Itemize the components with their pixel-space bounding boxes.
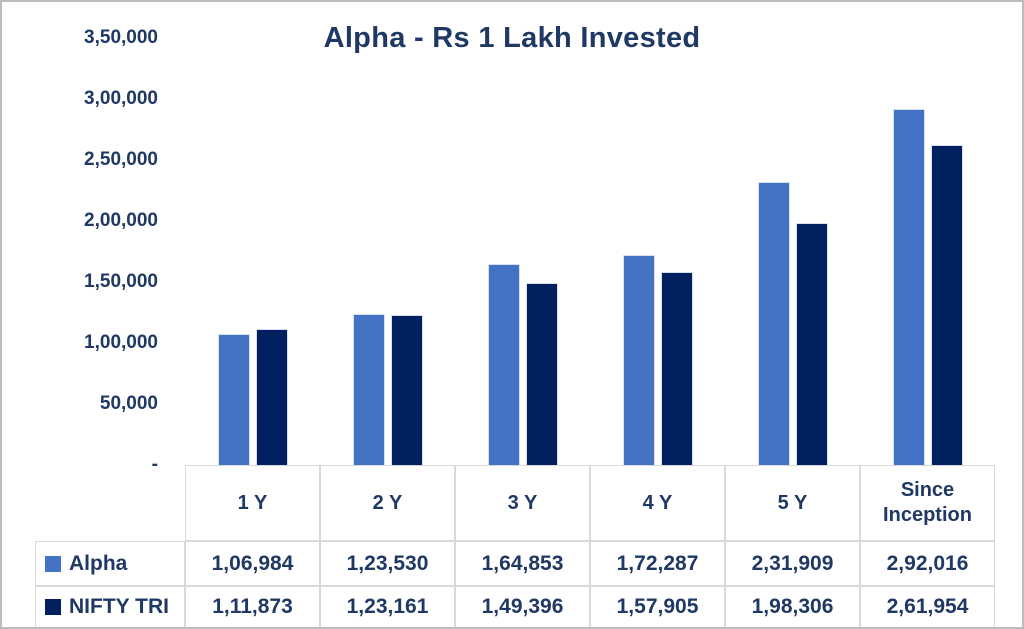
table-cell-alpha-4y: 1,72,287 bbox=[590, 541, 725, 586]
table-header-cell-sinceinception: Since Inception bbox=[860, 465, 995, 541]
table-header-cell-1y: 1 Y bbox=[185, 465, 320, 541]
table-cell-niftytri-4y: 1,57,905 bbox=[590, 586, 725, 627]
table-cell-niftytri-1y: 1,11,873 bbox=[185, 586, 320, 627]
bar-niftytri-sinceinception bbox=[930, 145, 963, 465]
legend-item-alpha: Alpha bbox=[35, 541, 185, 586]
bar-niftytri-3y bbox=[525, 283, 558, 465]
y-axis-tick-label: 50,000 bbox=[99, 393, 158, 414]
y-axis-tick-label: - bbox=[151, 454, 158, 475]
table-cell-alpha-3y: 1,64,853 bbox=[455, 541, 590, 586]
series-swatch-niftytri bbox=[45, 599, 61, 615]
table-header-cell-5y: 5 Y bbox=[725, 465, 860, 541]
y-axis-tick-label: 3,00,000 bbox=[84, 88, 158, 109]
bar-niftytri-1y bbox=[255, 329, 288, 465]
legend-item-niftytri: NIFTY TRI bbox=[35, 586, 185, 627]
plot-area bbox=[185, 38, 995, 465]
series-swatch-alpha bbox=[45, 555, 61, 572]
bar-niftytri-4y bbox=[660, 272, 693, 465]
chart-title: Alpha - Rs 1 Lakh Invested bbox=[323, 22, 701, 54]
table-cell-alpha-2y: 1,23,530 bbox=[320, 541, 455, 586]
series-name: NIFTY TRI bbox=[69, 595, 169, 618]
series-name: Alpha bbox=[69, 551, 128, 575]
bar-alpha-4y bbox=[622, 255, 655, 465]
y-axis: 3,50,000 3,00,000 2,50,000 2,00,000 1,50,000… bbox=[2, 2, 160, 627]
bar-alpha-5y bbox=[757, 182, 790, 465]
table-cell-niftytri-5y: 1,98,306 bbox=[725, 586, 860, 627]
table-corner-spacer bbox=[35, 465, 185, 541]
table-cell-niftytri-sinceinception: 2,61,954 bbox=[860, 586, 995, 627]
bar-alpha-3y bbox=[487, 264, 520, 465]
bar-niftytri-2y bbox=[390, 315, 423, 465]
bar-alpha-2y bbox=[352, 314, 385, 465]
y-axis-tick-label: 2,00,000 bbox=[84, 210, 158, 231]
y-axis-tick-label: 1,50,000 bbox=[84, 271, 158, 292]
y-axis-tick-label: 3,50,000 bbox=[84, 27, 158, 48]
bar-niftytri-5y bbox=[795, 223, 828, 465]
table-cell-niftytri-2y: 1,23,161 bbox=[320, 586, 455, 627]
table-cell-alpha-sinceinception: 2,92,016 bbox=[860, 541, 995, 586]
y-axis-tick-label: 2,50,000 bbox=[84, 149, 158, 170]
table-header-cell-4y: 4 Y bbox=[590, 465, 725, 541]
y-axis-tick-label: 1,00,000 bbox=[84, 332, 158, 353]
bar-alpha-sinceinception bbox=[892, 109, 925, 465]
table-cell-alpha-5y: 2,31,909 bbox=[725, 541, 860, 586]
table-cell-alpha-1y: 1,06,984 bbox=[185, 541, 320, 586]
table-header-cell-2y: 2 Y bbox=[320, 465, 455, 541]
bar-alpha-1y bbox=[217, 334, 250, 465]
table-header-cell-3y: 3 Y bbox=[455, 465, 590, 541]
table-cell-niftytri-3y: 1,49,396 bbox=[455, 586, 590, 627]
